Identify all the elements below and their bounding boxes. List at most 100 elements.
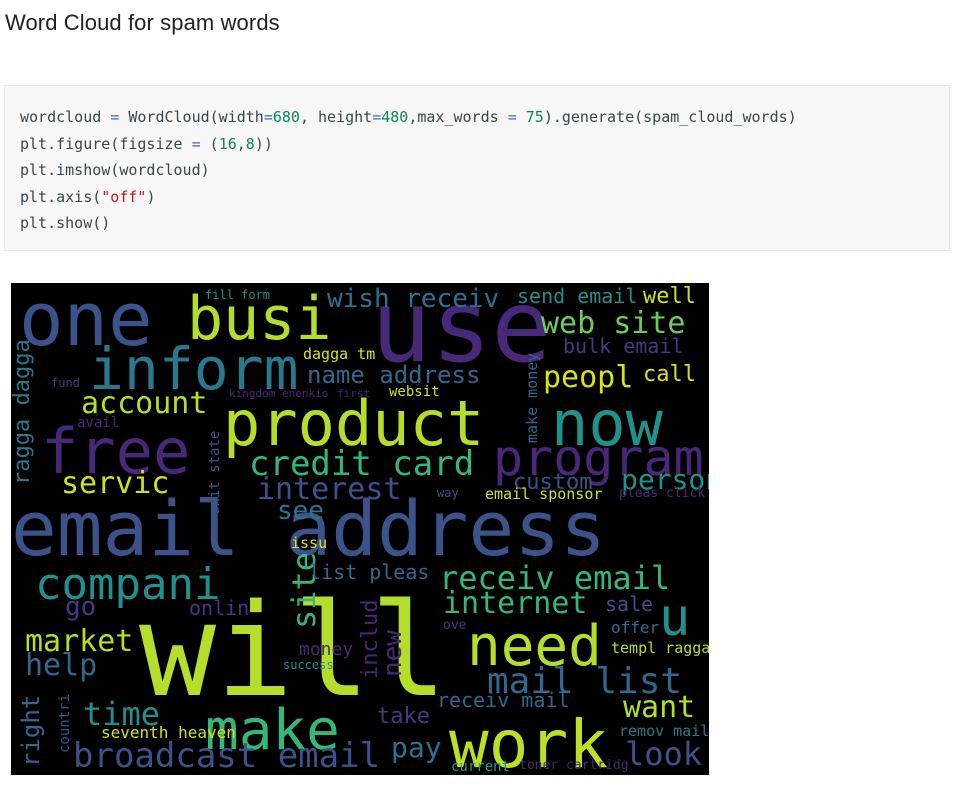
word-cloud-word: u	[659, 588, 690, 648]
word-cloud-word: toner cartridg	[519, 758, 629, 773]
code-token: =	[110, 108, 120, 126]
word-cloud-word: help	[25, 648, 97, 683]
code-line: plt.show()	[20, 210, 797, 237]
code-token: =	[507, 108, 517, 126]
word-cloud-word: offer	[611, 618, 660, 637]
code-token: plt.show()	[20, 214, 111, 232]
word-cloud-word: websit	[389, 384, 440, 400]
word-cloud-word: person	[621, 463, 709, 496]
word-cloud-word: work	[449, 706, 608, 775]
word-cloud-word: new	[378, 630, 408, 677]
word-cloud-word: web site	[541, 306, 686, 341]
word-cloud-word: will	[139, 577, 447, 726]
word-cloud-word: free	[41, 415, 190, 488]
word-cloud-word: ragga dagga	[11, 339, 35, 485]
code-token: 680	[272, 108, 300, 126]
code-line: wordcloud = WordCloud(width=680, height=…	[20, 104, 797, 131]
code-cell[interactable]: wordcloud = WordCloud(width=680, height=…	[4, 85, 950, 251]
code-token: plt.figure(figsize	[20, 134, 192, 153]
word-cloud-word: take	[377, 704, 430, 729]
word-cloud-word: custom	[513, 470, 592, 495]
word-cloud-word: credit card	[249, 444, 474, 484]
word-cloud-word: email address	[11, 484, 606, 573]
word-cloud-word: receiv mail	[437, 688, 569, 712]
word-cloud-word: see	[277, 496, 324, 526]
code-token: =	[372, 108, 382, 126]
word-cloud-word: current	[451, 759, 510, 775]
word-cloud-word: templ ragga	[611, 639, 709, 657]
code-token: WordCloud(width	[119, 108, 264, 126]
word-cloud-word: want	[623, 690, 695, 725]
word-cloud-word: broadcast email	[73, 736, 380, 775]
word-cloud-word: send email	[517, 284, 637, 308]
word-cloud-word: right	[17, 695, 45, 767]
word-cloud-word: email sponsor	[485, 485, 602, 503]
word-cloud-word: pleas click	[619, 486, 705, 501]
word-cloud-word: use	[371, 283, 552, 385]
word-cloud-word: success	[283, 658, 334, 672]
code-token: 8	[245, 134, 255, 153]
word-cloud-word: inform	[89, 335, 299, 403]
word-cloud-word: account	[81, 386, 207, 421]
code-token: 16	[218, 134, 237, 153]
word-cloud-word: fund	[51, 376, 80, 390]
word-cloud-word: product	[223, 387, 484, 460]
code-token: plt.imshow(wordcloud)	[20, 161, 210, 179]
word-cloud-word: peopl	[543, 360, 633, 395]
code-token: =	[191, 134, 201, 153]
word-cloud-word: program	[493, 429, 704, 487]
code-token: wordcloud	[20, 108, 111, 126]
code-token: plt.axis(	[20, 187, 102, 206]
word-cloud-word: one	[19, 283, 153, 363]
word-cloud-word: compani	[35, 559, 220, 610]
code-token: ))	[254, 134, 273, 153]
word-cloud-word: countri	[57, 694, 73, 753]
code-token: ,	[236, 134, 246, 153]
word-cloud-background	[11, 283, 709, 775]
code-token: 75	[525, 108, 544, 126]
code-token: , height	[299, 108, 373, 126]
code-token: ,max_words	[408, 108, 508, 126]
page-title: Word Cloud for spam words	[5, 10, 280, 35]
word-cloud-word: pay	[391, 731, 442, 764]
code-token: ).generate(spam_cloud_words)	[543, 108, 797, 126]
word-cloud-word: now	[551, 387, 664, 460]
code-token: )	[146, 187, 156, 206]
word-cloud-word: internet	[443, 586, 588, 621]
code-token: (	[200, 134, 219, 153]
word-cloud-word: call	[643, 362, 696, 387]
word-cloud-word: includ	[358, 600, 383, 679]
word-cloud-word: well	[643, 284, 696, 309]
code-token: 480	[381, 108, 409, 126]
code-line: plt.axis("off")	[20, 184, 797, 211]
word-cloud-word: onlin	[189, 596, 249, 620]
word-cloud-image: one busi use inform product now free program ema…	[11, 283, 709, 775]
code-line: plt.figure(figsize = (16,8))	[20, 131, 797, 158]
word-cloud-word: servic	[61, 466, 169, 501]
word-cloud-word: make	[205, 698, 340, 763]
word-cloud-word: time	[83, 695, 160, 733]
word-cloud-word: ove	[443, 618, 467, 633]
code-line: plt.imshow(wordcloud)	[20, 157, 797, 184]
word-cloud-word: sale	[605, 592, 653, 616]
word-cloud-word: avail	[77, 415, 119, 431]
code-token	[517, 108, 526, 126]
word-cloud-word: first	[337, 387, 370, 400]
word-cloud-word: make money	[523, 353, 541, 443]
word-cloud-word: fill form	[205, 288, 270, 302]
word-cloud-word: name address	[307, 361, 480, 389]
word-cloud-word: unit state	[207, 431, 223, 515]
word-cloud-word: receiv email	[439, 559, 670, 597]
word-cloud-word: way	[437, 486, 459, 500]
word-cloud-word: go	[65, 592, 96, 622]
word-cloud-word: busi	[187, 284, 332, 354]
word-cloud-word: seventh heaven	[101, 723, 236, 742]
word-cloud-word: list pleas	[309, 560, 429, 584]
word-cloud-word: site	[285, 552, 323, 629]
word-cloud-word: issu	[291, 534, 327, 552]
word-cloud-word: market	[25, 624, 133, 659]
word-cloud-word: dagga tm	[303, 345, 375, 363]
word-cloud-word: look	[625, 735, 702, 773]
code-editor[interactable]: wordcloud = WordCloud(width=680, height=…	[20, 104, 797, 237]
